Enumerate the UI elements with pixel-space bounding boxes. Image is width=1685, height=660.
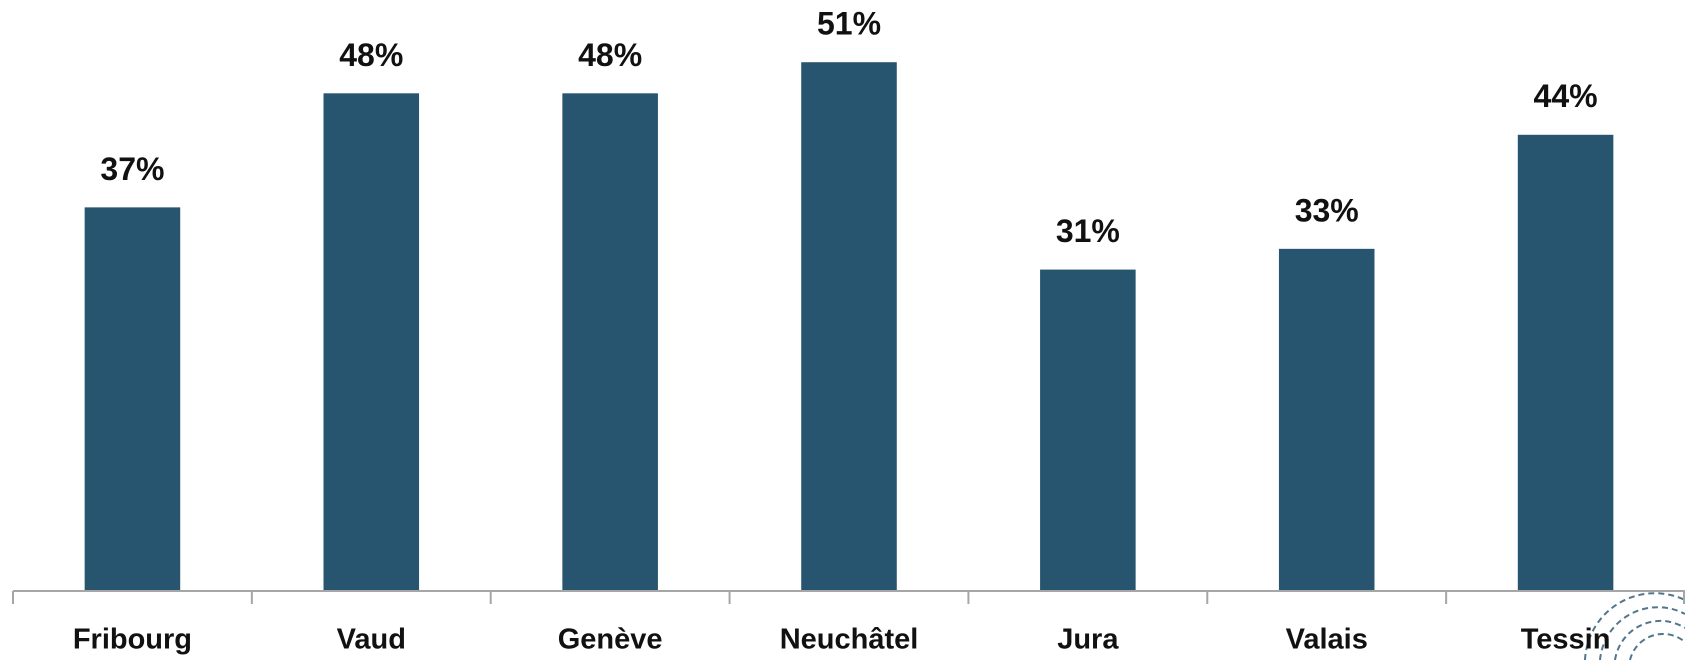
- bar: [1040, 269, 1136, 591]
- x-tick-label: Valais: [1286, 624, 1368, 656]
- x-tick-label: Vaud: [337, 624, 406, 656]
- bar: [84, 207, 181, 592]
- x-tick-label: Genève: [558, 624, 663, 656]
- bar: [1517, 134, 1614, 591]
- bar: [801, 62, 897, 592]
- data-label: 31%: [1056, 213, 1120, 249]
- x-tick-label: Jura: [1057, 624, 1119, 656]
- data-label: 48%: [339, 37, 403, 73]
- logo: [1584, 592, 1685, 660]
- x-tick-label: Fribourg: [73, 624, 192, 656]
- data-label: 48%: [578, 37, 642, 73]
- bar: [562, 93, 658, 591]
- x-tick-label: Tessin: [1521, 624, 1611, 656]
- data-label: 44%: [1534, 78, 1598, 114]
- data-label: 33%: [1295, 192, 1359, 228]
- x-tick-label: Neuchâtel: [780, 624, 919, 656]
- data-label: 51%: [817, 6, 881, 42]
- data-label: 37%: [100, 151, 164, 187]
- bar: [1278, 248, 1375, 591]
- bar: [323, 93, 420, 591]
